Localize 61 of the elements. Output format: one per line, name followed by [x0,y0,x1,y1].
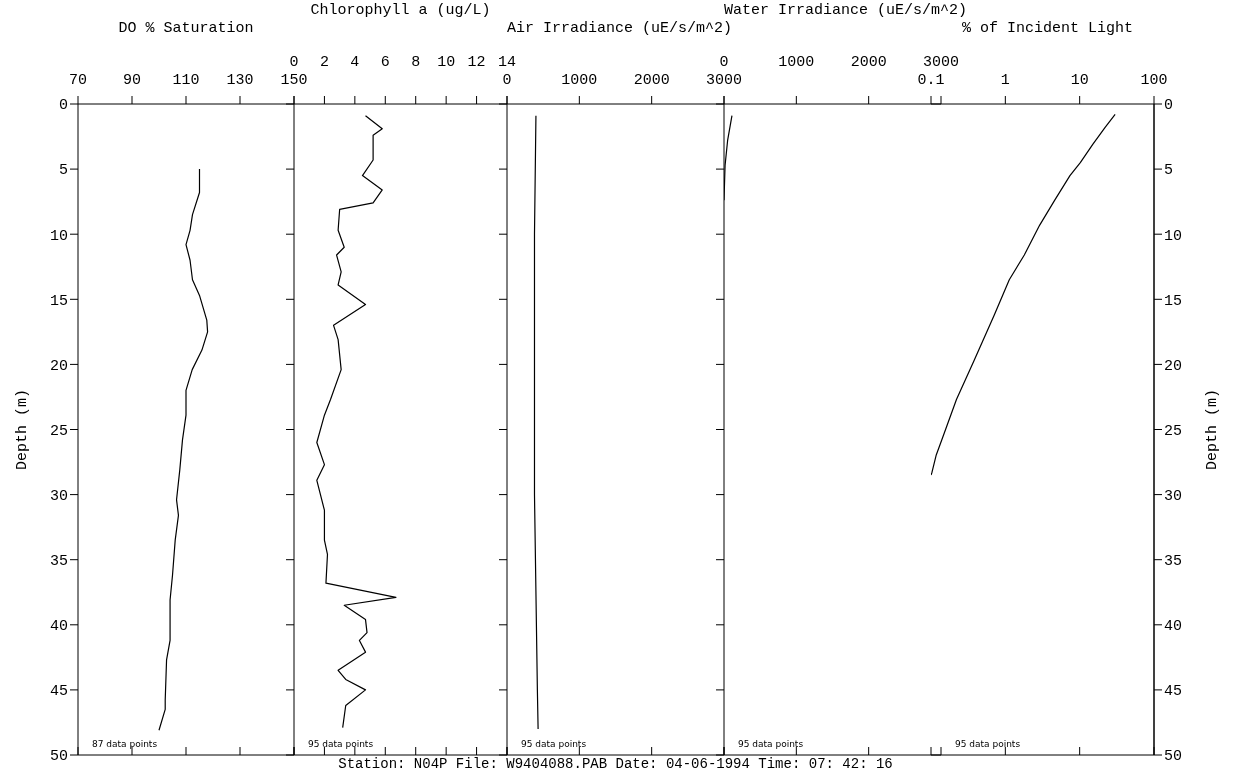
y-tick-label: 30 [1164,487,1183,505]
y-tick-label: 20 [49,357,68,375]
x-tick-label: 0 [502,72,512,89]
x-tick-label: 1 [1000,72,1010,89]
y-tick-label: 5 [1164,162,1174,180]
y-tick-label: 35 [1164,553,1183,571]
x-tick-label: 2000 [850,54,887,71]
y-tick-label: 10 [49,227,68,245]
y-tick-label: 0 [1164,97,1174,115]
annotation: 95 data points [308,739,374,749]
x-tick-label: 130 [226,72,254,89]
y-tick-label: 45 [1164,683,1183,701]
x-tick-label: 8 [411,54,421,71]
y-tick-label: 40 [49,618,68,636]
y-tick-label: 50 [49,748,68,766]
y-tick-label: 35 [49,553,68,571]
x-tick-label: 1000 [778,54,815,71]
y-tick-label: 25 [49,422,68,440]
y-tick-label: 25 [1164,422,1183,440]
x-tick-label: 10 [1070,72,1089,89]
annotation: 95 data points [738,739,804,749]
x-axis-title: DO % Saturation [117,20,255,37]
y-tick-label: 10 [1164,227,1183,245]
x-tick-label: 0 [719,54,729,71]
line-series [158,168,209,731]
text: Station: N04P File: W9404088.PAB Date: 04-06-1994 Time: 07: 42: 16 [337,756,894,769]
x-tick-label: 6 [380,54,390,71]
y-tick-label: 30 [49,487,68,505]
x-axis-title: Water Irradiance (uE/s/m^2) [724,2,968,19]
x-tick-label: 0.1 [917,72,945,89]
x-tick-label: 0 [289,54,299,71]
y-tick-label: 15 [49,292,68,310]
y-tick-label: 0 [58,97,68,115]
x-axis-title: Air Irradiance (uE/s/m^2) [507,20,733,37]
x-tick-label: 4 [350,54,360,71]
x-tick-label: 14 [497,54,517,71]
x-tick-label: 110 [172,72,200,89]
x-tick-label: 3000 [705,72,743,89]
x-tick-label: 12 [467,54,486,71]
x-axis-title: Chlorophyll a (ug/L) [309,2,492,19]
x-tick-label: 1000 [561,72,598,89]
annotation: 87 data points [92,739,158,749]
x-tick-label: 3000 [922,54,960,71]
x-tick-label: 90 [122,72,142,89]
x-tick-label: 2000 [633,72,670,89]
y-tick-label: 5 [58,162,68,180]
y-tick-label: 40 [1164,618,1183,636]
x-tick-label: 70 [68,72,88,89]
y-axis-title: Depth (m) [14,388,32,471]
y-tick-label: 15 [1164,292,1183,310]
annotation: 95 data points [955,739,1021,749]
x-tick-label: 10 [437,54,456,71]
x-tick-label: 100 [1140,72,1168,89]
y-tick-label: 50 [1164,748,1183,766]
y-axis-title: Depth (m) [1204,388,1222,471]
x-tick-label: 2 [319,54,329,71]
y-tick-label: 20 [1164,357,1183,375]
x-tick-label: 150 [280,72,308,89]
x-axis-title: % of Incident Light [961,20,1134,37]
y-tick-label: 45 [49,683,68,701]
annotation: 95 data points [521,739,587,749]
